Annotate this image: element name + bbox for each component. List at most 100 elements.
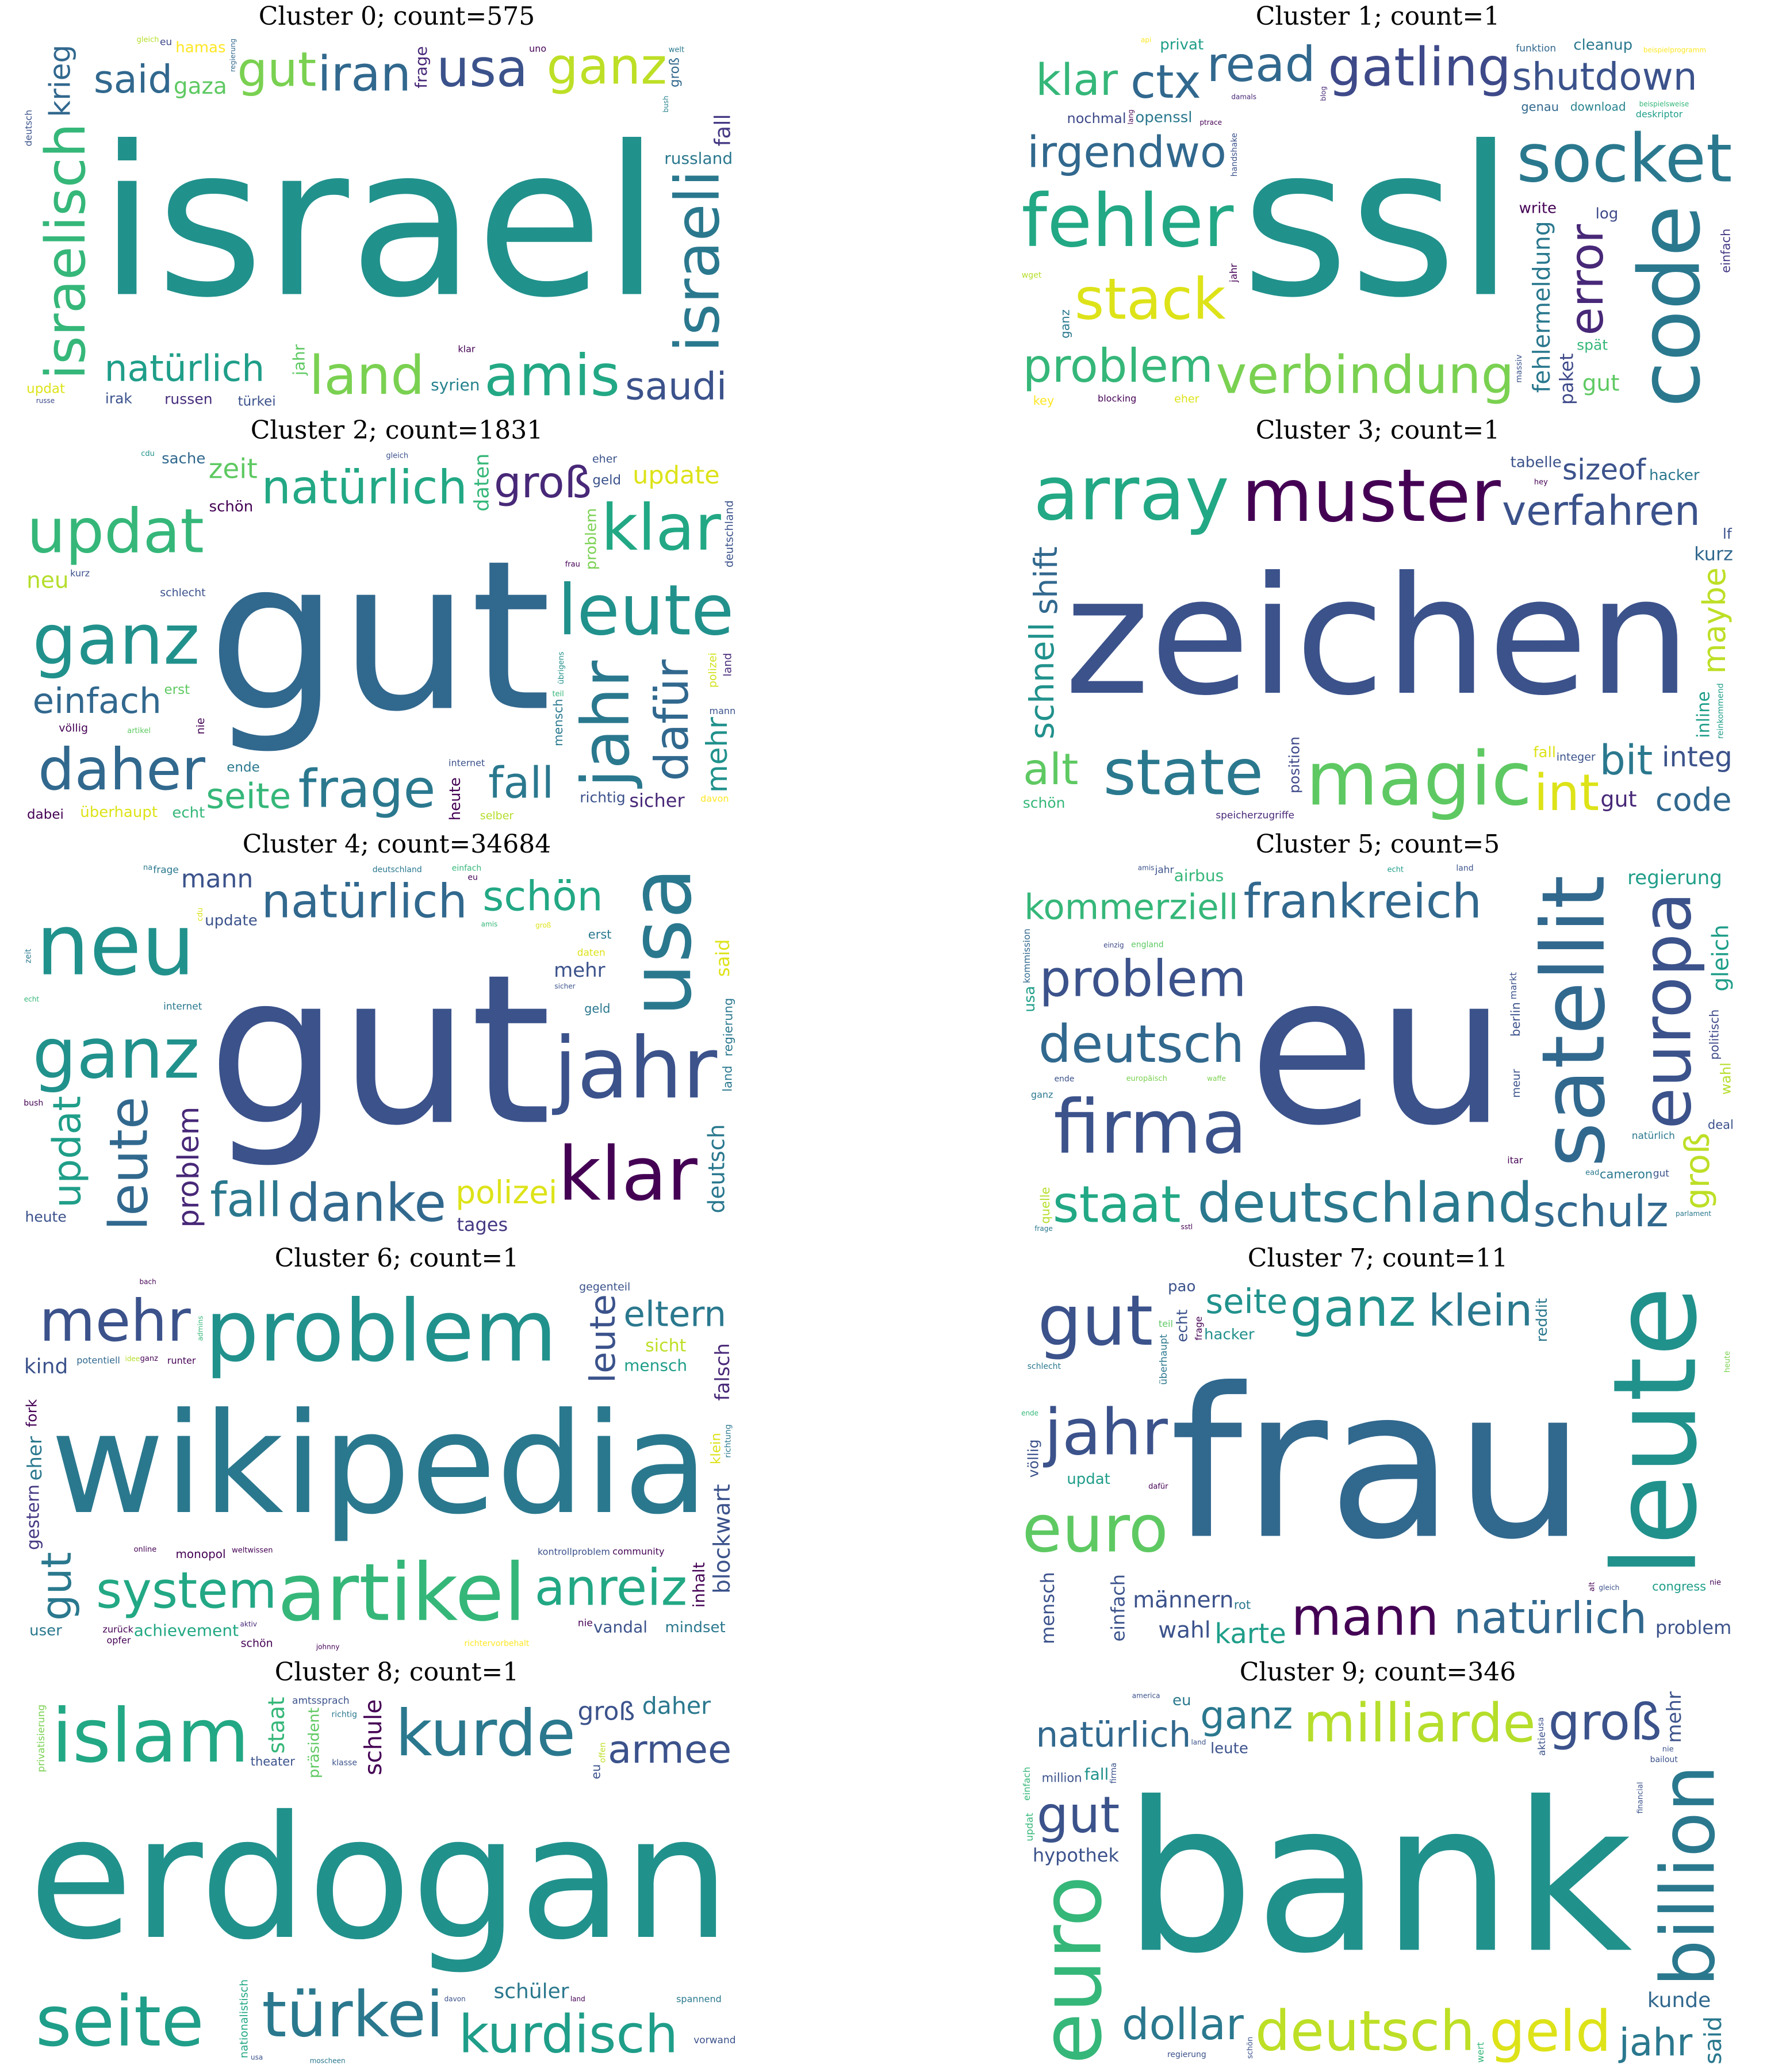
word: privat — [1160, 36, 1204, 53]
word: wahl — [1718, 1062, 1734, 1095]
word: mensch — [551, 699, 565, 746]
word: seite — [206, 776, 291, 816]
word: vandal — [593, 1617, 647, 1636]
word: bach — [140, 1278, 156, 1286]
word: wikipedia — [51, 1383, 708, 1545]
word: echt — [172, 804, 205, 822]
word: dafür — [1148, 1483, 1168, 1491]
word: int — [1534, 763, 1599, 822]
word: reinkommend — [1716, 683, 1725, 739]
word: gut — [1600, 786, 1636, 812]
word: leute — [558, 570, 734, 651]
word: irgendwo — [1027, 127, 1226, 178]
word: error — [1560, 224, 1613, 336]
word: offen — [598, 1743, 607, 1763]
word: mehr — [554, 959, 605, 982]
word: natürlich — [262, 874, 467, 928]
word: admins — [196, 1316, 204, 1341]
word: männern — [1133, 1587, 1233, 1613]
word: amis — [481, 920, 498, 928]
cluster-panel-9: Cluster 9; count=346 bank deutsch milliard… — [992, 1656, 1763, 2065]
word: klar — [558, 1131, 698, 1218]
word: markt — [1508, 972, 1519, 1000]
word: problem — [172, 1107, 206, 1228]
word: deutschland — [1197, 1172, 1532, 1235]
word: rot — [1234, 1598, 1251, 1612]
word: damals — [1231, 93, 1256, 101]
word: geld — [1489, 1999, 1611, 2065]
word: schulz — [1533, 1186, 1669, 1237]
word: schüler — [493, 1979, 569, 2003]
word: groß — [535, 922, 551, 930]
word: armee — [608, 1727, 731, 1772]
word: schnell — [1022, 622, 1061, 739]
word: einfach — [33, 681, 162, 722]
word: geld — [584, 1002, 610, 1016]
word: kommission — [1021, 928, 1032, 983]
word: groß — [577, 1697, 635, 1726]
word: eu — [1172, 1692, 1191, 1709]
word: muster — [1241, 453, 1501, 538]
word: klein — [1428, 1285, 1532, 1336]
word: frage — [298, 759, 435, 819]
word: achievement — [134, 1621, 239, 1640]
word: zurück — [103, 1624, 134, 1634]
word: artikel — [278, 1547, 526, 1639]
word: nie — [1710, 1578, 1721, 1587]
word: cdu — [141, 450, 155, 458]
word: usa — [1021, 986, 1038, 1012]
word: eher — [1174, 393, 1199, 405]
word: geld — [592, 473, 621, 488]
word: schule — [359, 1699, 387, 1776]
word: system — [96, 1561, 277, 1620]
word: kurde — [396, 1697, 576, 1771]
word: write — [1519, 200, 1557, 217]
word: code — [1655, 781, 1732, 818]
word: gatling — [1328, 37, 1511, 98]
word: theater — [251, 1755, 295, 1768]
word: amis — [484, 343, 620, 409]
word: sicht — [645, 1336, 686, 1356]
word: array — [1033, 450, 1229, 537]
word: land — [1191, 1739, 1206, 1747]
word: updat — [26, 382, 65, 397]
word: islam — [52, 1693, 250, 1779]
word: mindset — [665, 1619, 725, 1636]
word: update — [633, 461, 720, 490]
word: congress — [1652, 1580, 1706, 1594]
word: nationalistisch — [237, 1979, 250, 2058]
word: kind — [24, 1355, 68, 1378]
word: deutsch — [1038, 1014, 1244, 1075]
word: airbus — [1174, 866, 1224, 885]
panel-title: Cluster 8; count=1 — [274, 1657, 519, 1687]
word: heute — [25, 1208, 66, 1225]
word: eher — [592, 453, 617, 466]
word: code — [1621, 205, 1719, 408]
panel-title: Cluster 1; count=1 — [1255, 2, 1500, 31]
word: openssl — [1135, 109, 1192, 126]
word: kommerziell — [1024, 887, 1238, 928]
word: online — [134, 1545, 157, 1554]
word: selber — [480, 809, 514, 822]
word: wahl — [1158, 1618, 1210, 1644]
word: russen — [164, 391, 212, 408]
word: jahr — [568, 661, 644, 789]
word: deutschland — [723, 500, 735, 567]
word: euro — [1023, 1875, 1121, 2065]
word: klar — [1036, 54, 1118, 105]
word: updat — [1067, 1471, 1110, 1488]
word: tages — [457, 1214, 508, 1235]
word: jahr — [552, 1019, 718, 1118]
word: echt — [1174, 1310, 1191, 1342]
word: artikel — [127, 727, 151, 735]
word: teil — [552, 690, 564, 699]
word: amis — [1138, 864, 1155, 872]
word: bit — [1600, 736, 1653, 784]
word: mehr — [1663, 1691, 1686, 1743]
word: mensch — [1037, 1572, 1059, 1644]
word: pao — [1168, 1278, 1195, 1295]
word: milliarde — [1304, 1692, 1536, 1754]
word: israeli — [662, 170, 733, 352]
